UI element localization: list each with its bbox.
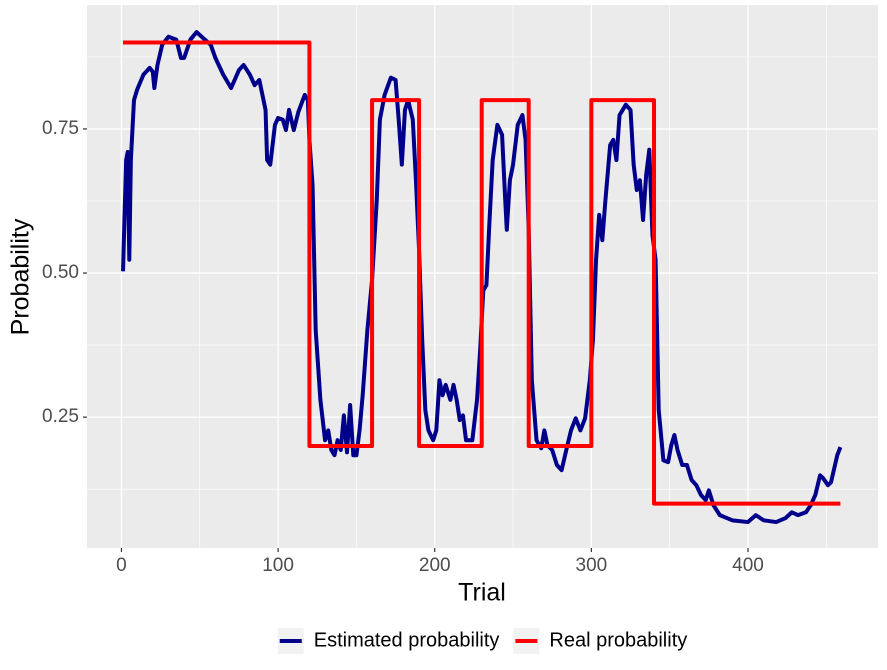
x-tick-label: 100 [262, 555, 294, 576]
x-axis-title: Trial [458, 579, 506, 607]
series-line [123, 40, 841, 506]
legend-label: Estimated probability [314, 629, 500, 651]
series-line [121, 30, 843, 525]
legend: Estimated probability Real probability [277, 628, 687, 654]
x-tick-label: 400 [732, 555, 764, 576]
x-tick-label: 200 [419, 555, 451, 576]
x-tick-label: 0 [116, 555, 127, 576]
y-tick-label: 0.25 [42, 406, 79, 427]
y-tick-label: 0.50 [42, 262, 79, 283]
y-axis-title: Probability [7, 218, 35, 335]
y-tick-label: 0.75 [42, 118, 79, 139]
x-tick-label: 300 [576, 555, 608, 576]
legend-label: Real probability [549, 629, 687, 651]
